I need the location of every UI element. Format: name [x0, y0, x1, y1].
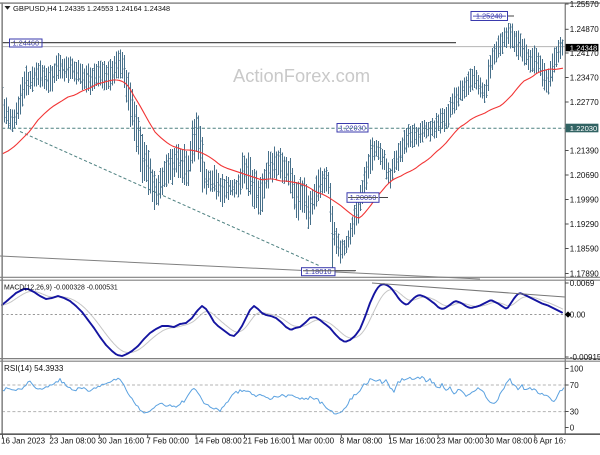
svg-text:1.19290: 1.19290: [570, 220, 599, 229]
svg-text:7 Feb 00:00: 7 Feb 00:00: [146, 436, 189, 445]
svg-text:0.0069: 0.0069: [570, 279, 595, 288]
svg-text:1.18010: 1.18010: [305, 267, 332, 276]
svg-text:23 Jan 08:00: 23 Jan 08:00: [49, 436, 96, 445]
svg-text:1.24348: 1.24348: [570, 43, 597, 52]
svg-text:RSI(14) 54.3933: RSI(14) 54.3933: [4, 364, 64, 373]
svg-text:1.24170: 1.24170: [570, 49, 599, 58]
svg-text:1.22030: 1.22030: [570, 124, 597, 133]
svg-text:1.23470: 1.23470: [570, 73, 599, 82]
svg-text:1.18590: 1.18590: [570, 244, 599, 253]
svg-text:1 Mar 00:00: 1 Mar 00:00: [291, 436, 334, 445]
svg-text:1.24335 1.24553 1.24164 1.2434: 1.24335 1.24553 1.24164 1.24348: [59, 4, 171, 13]
svg-text:30 Mar 08:00: 30 Mar 08:00: [485, 436, 533, 445]
svg-text:1.22030: 1.22030: [339, 123, 366, 132]
svg-text:16 Jan 2023: 16 Jan 2023: [1, 436, 46, 445]
svg-text:1.24870: 1.24870: [570, 25, 599, 34]
svg-text:ActionForex.com: ActionForex.com: [233, 65, 370, 86]
svg-text:-0.009158: -0.009158: [570, 353, 600, 362]
svg-text:1.25570: 1.25570: [570, 0, 599, 9]
svg-text:30 Jan 16:00: 30 Jan 16:00: [98, 436, 145, 445]
svg-text:100: 100: [570, 364, 584, 373]
svg-text:70: 70: [570, 381, 579, 390]
svg-text:1.21390: 1.21390: [570, 146, 599, 155]
svg-text:1.17890: 1.17890: [570, 269, 599, 278]
svg-text:GBPUSD,H4: GBPUSD,H4: [13, 4, 57, 13]
svg-text:0: 0: [570, 423, 575, 432]
svg-text:1.19990: 1.19990: [570, 195, 599, 204]
svg-text:23 Mar 00:00: 23 Mar 00:00: [437, 436, 485, 445]
svg-text:15 Mar 16:00: 15 Mar 16:00: [388, 436, 436, 445]
svg-text:21 Feb 16:00: 21 Feb 16:00: [243, 436, 291, 445]
svg-text:8 Mar 08:00: 8 Mar 08:00: [340, 436, 383, 445]
svg-text:14 Feb 08:00: 14 Feb 08:00: [195, 436, 243, 445]
svg-text:30: 30: [570, 407, 579, 416]
svg-text:0.00: 0.00: [570, 310, 586, 319]
svg-text:1.20690: 1.20690: [570, 171, 599, 180]
svg-text:6 Apr 16:00: 6 Apr 16:00: [533, 436, 574, 445]
svg-text:1.22770: 1.22770: [570, 98, 599, 107]
svg-text:MACD(12,26,9) -0.000328 -0.000: MACD(12,26,9) -0.000328 -0.000531: [4, 285, 118, 292]
